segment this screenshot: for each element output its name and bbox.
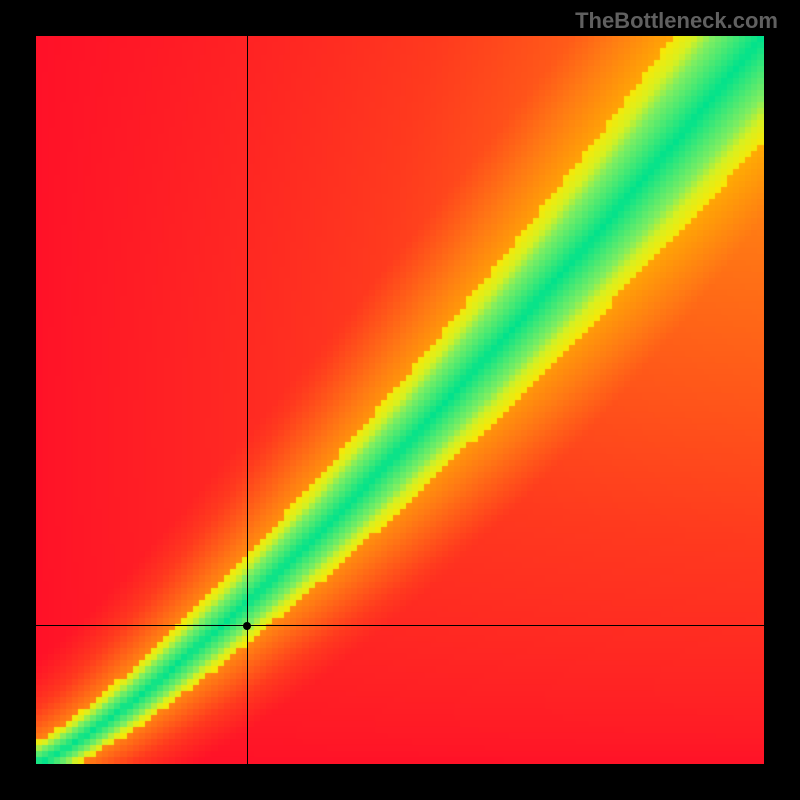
crosshair-marker <box>243 622 251 630</box>
chart-container: TheBottleneck.com <box>0 0 800 800</box>
crosshair-vertical <box>247 36 248 764</box>
heatmap-canvas <box>36 36 764 764</box>
watermark-text: TheBottleneck.com <box>575 8 778 34</box>
crosshair-horizontal <box>36 625 764 626</box>
heatmap-plot <box>36 36 764 764</box>
